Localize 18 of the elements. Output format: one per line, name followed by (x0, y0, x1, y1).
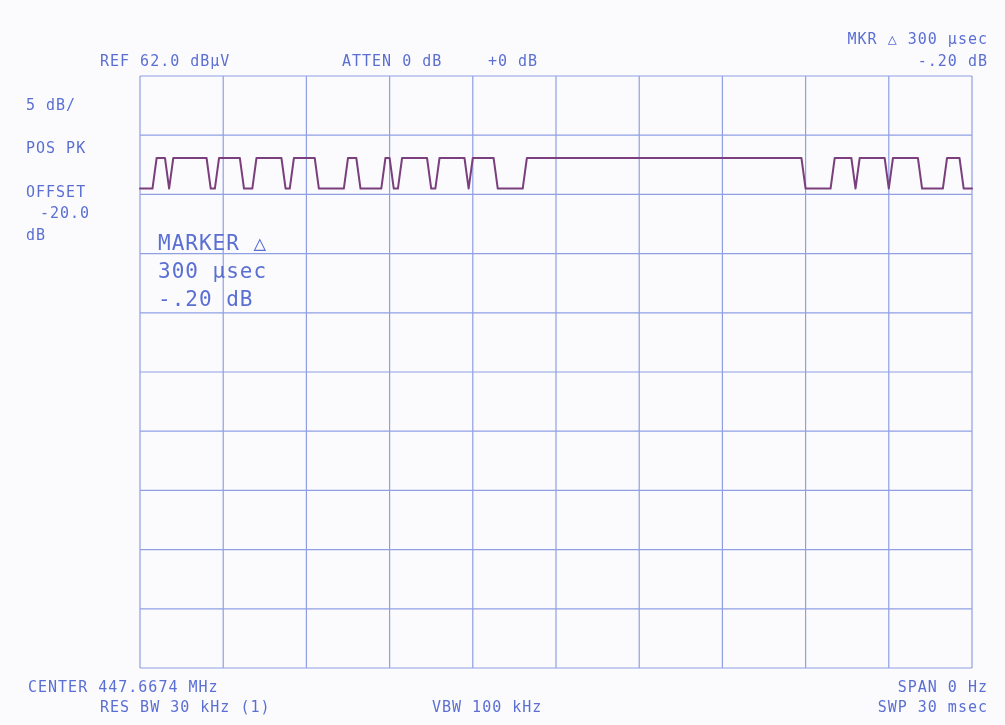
annotation: 300 µsec (158, 259, 268, 283)
text: VBW 100 kHz (432, 698, 543, 716)
annotation: MARKER △ (158, 231, 268, 255)
text: OFFSET (26, 183, 87, 201)
text: REF 62.0 dBµV (100, 52, 231, 70)
text: +0 dB (488, 52, 539, 70)
text: dB (26, 226, 47, 244)
text: -20.0 (40, 204, 91, 222)
text: SWP 30 msec (877, 698, 988, 716)
text: RES BW 30 kHz (1) (100, 698, 271, 716)
text: POS PK (26, 139, 87, 157)
text: SPAN 0 Hz (897, 678, 988, 696)
annotation: -.20 dB (158, 287, 254, 311)
text: ATTEN 0 dB (342, 52, 443, 70)
text: -.20 dB (917, 52, 988, 70)
text: 5 dB/ (26, 96, 77, 114)
text: MKR △ 300 µsec (847, 30, 988, 48)
text: CENTER 447.6674 MHz (28, 678, 219, 696)
